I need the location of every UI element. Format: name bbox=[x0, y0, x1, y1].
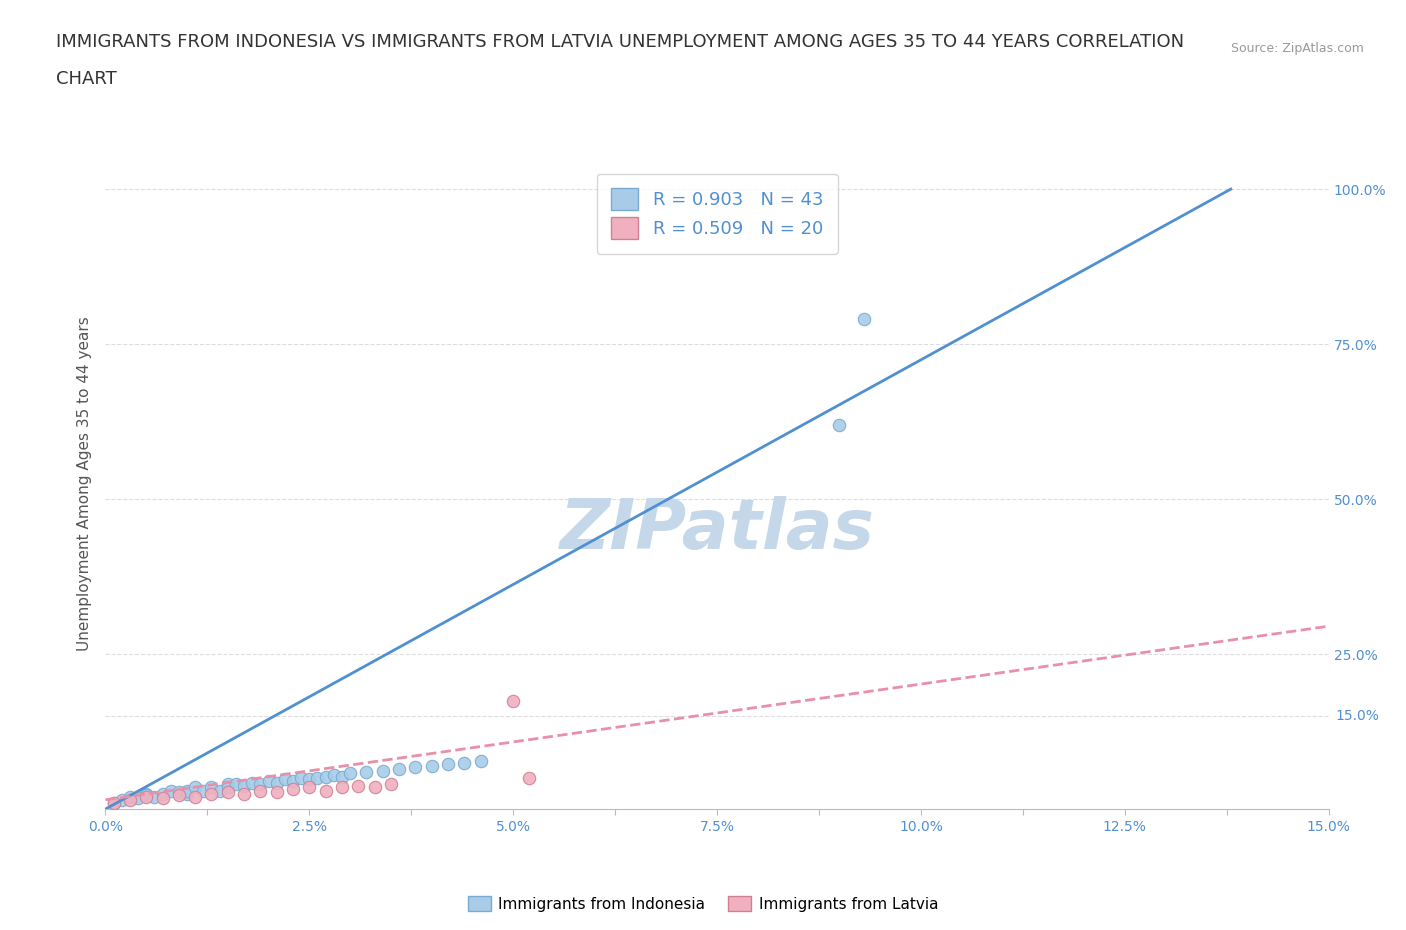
Point bbox=[135, 786, 157, 801]
Point bbox=[111, 792, 134, 807]
Point bbox=[298, 780, 321, 795]
Point bbox=[118, 790, 141, 804]
Point bbox=[257, 774, 280, 789]
Point bbox=[249, 783, 271, 798]
Point bbox=[176, 783, 198, 798]
Point bbox=[281, 782, 304, 797]
Point bbox=[143, 790, 166, 804]
Point bbox=[347, 778, 370, 793]
Point bbox=[167, 788, 190, 803]
Point bbox=[184, 790, 207, 804]
Point bbox=[519, 771, 541, 786]
Point bbox=[240, 776, 263, 790]
Point bbox=[290, 771, 312, 786]
Point bbox=[152, 786, 174, 801]
Point bbox=[298, 772, 321, 787]
Point bbox=[225, 777, 247, 791]
Text: Source: ZipAtlas.com: Source: ZipAtlas.com bbox=[1230, 42, 1364, 55]
Point bbox=[233, 778, 256, 793]
Point bbox=[322, 767, 344, 782]
Point bbox=[388, 762, 411, 777]
Point bbox=[339, 765, 361, 780]
Point bbox=[315, 783, 337, 798]
Point bbox=[167, 784, 190, 799]
Text: ZIPatlas: ZIPatlas bbox=[560, 496, 875, 563]
Point bbox=[266, 776, 288, 790]
Point bbox=[208, 783, 231, 798]
Point bbox=[502, 693, 524, 708]
Point bbox=[371, 764, 394, 778]
Point bbox=[420, 758, 443, 773]
Point bbox=[184, 780, 207, 795]
Point bbox=[404, 760, 426, 775]
Point bbox=[330, 769, 353, 784]
Point bbox=[453, 755, 475, 770]
Legend: R = 0.903   N = 43, R = 0.509   N = 20: R = 0.903 N = 43, R = 0.509 N = 20 bbox=[596, 174, 838, 254]
Point bbox=[470, 753, 492, 768]
Point bbox=[217, 780, 239, 795]
Point bbox=[274, 772, 297, 787]
Point bbox=[363, 779, 385, 794]
Point bbox=[135, 788, 157, 803]
Legend: Immigrants from Indonesia, Immigrants from Latvia: Immigrants from Indonesia, Immigrants fr… bbox=[461, 889, 945, 918]
Point bbox=[103, 795, 125, 810]
Point bbox=[266, 784, 288, 799]
Point bbox=[176, 786, 198, 801]
Text: 15.0%: 15.0% bbox=[1336, 709, 1379, 724]
Point bbox=[127, 790, 149, 805]
Point bbox=[356, 764, 378, 779]
Point bbox=[233, 786, 256, 801]
Text: CHART: CHART bbox=[56, 70, 117, 87]
Y-axis label: Unemployment Among Ages 35 to 44 years: Unemployment Among Ages 35 to 44 years bbox=[76, 316, 91, 651]
Point bbox=[217, 784, 239, 799]
Point bbox=[249, 777, 271, 791]
Point bbox=[200, 780, 222, 795]
Point bbox=[380, 777, 402, 791]
Text: IMMIGRANTS FROM INDONESIA VS IMMIGRANTS FROM LATVIA UNEMPLOYMENT AMONG AGES 35 T: IMMIGRANTS FROM INDONESIA VS IMMIGRANTS … bbox=[56, 33, 1184, 50]
Point bbox=[217, 777, 239, 791]
Point bbox=[437, 757, 460, 772]
Point bbox=[281, 774, 304, 789]
Point bbox=[159, 783, 181, 798]
Point bbox=[152, 790, 174, 805]
Point bbox=[103, 795, 125, 810]
Point bbox=[828, 418, 851, 432]
Point bbox=[200, 786, 222, 801]
Point bbox=[135, 790, 157, 804]
Point bbox=[315, 769, 337, 784]
Point bbox=[193, 783, 215, 798]
Point bbox=[852, 312, 875, 326]
Point bbox=[330, 780, 353, 795]
Point bbox=[307, 771, 329, 786]
Point bbox=[118, 792, 141, 807]
